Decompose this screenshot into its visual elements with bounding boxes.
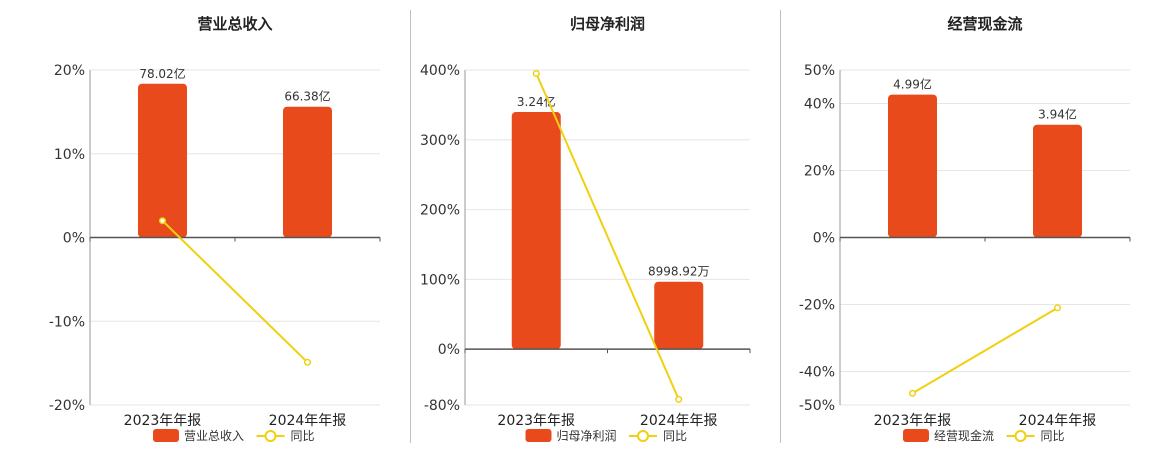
bar[interactable] bbox=[1033, 124, 1082, 238]
y-tick-label: -20% bbox=[799, 298, 835, 314]
bar-value-label: 4.99亿 bbox=[893, 77, 932, 92]
legend-label-line: 同比 bbox=[663, 429, 687, 443]
legend-swatch-bar bbox=[153, 429, 179, 442]
legend-swatch-marker bbox=[637, 430, 649, 442]
yoy-point[interactable] bbox=[1053, 304, 1062, 312]
y-tick-label: 10% bbox=[54, 147, 85, 163]
x-tick-label: 2023年年报 bbox=[874, 413, 952, 429]
bar-value-label: 3.94亿 bbox=[1038, 107, 1077, 122]
bar[interactable] bbox=[283, 106, 332, 238]
bar[interactable] bbox=[138, 83, 187, 238]
legend-label-bar: 经营现金流 bbox=[934, 428, 994, 443]
legend-swatch-marker bbox=[264, 430, 277, 442]
yoy-point[interactable] bbox=[303, 358, 312, 366]
panel-divider bbox=[410, 10, 411, 443]
y-tick-label: 0% bbox=[813, 231, 835, 247]
x-tick-label: 2023年年报 bbox=[124, 413, 202, 429]
y-tick-label: -50% bbox=[799, 398, 835, 414]
chart-title: 归母净利润 bbox=[570, 15, 645, 33]
y-tick-label: 20% bbox=[804, 164, 835, 180]
y-tick-label: 50% bbox=[804, 63, 835, 79]
chart-net-profit: 归母净利润400%300%200%100%0%-80%3.24亿2023年年报8… bbox=[420, 15, 751, 443]
legend: 归母净利润 同比 bbox=[525, 429, 687, 443]
chart-title: 营业总收入 bbox=[197, 15, 272, 33]
y-tick-label: 200% bbox=[420, 203, 460, 219]
yoy-line bbox=[161, 220, 309, 364]
panel-divider bbox=[780, 10, 781, 443]
y-tick-label: -80% bbox=[424, 398, 460, 414]
y-tick-label: 0% bbox=[438, 342, 460, 358]
y-tick-label: 40% bbox=[804, 97, 835, 113]
yoy-point[interactable] bbox=[675, 395, 683, 403]
legend-label-line: 同比 bbox=[1041, 429, 1065, 443]
bar-value-label: 8998.92万 bbox=[648, 265, 710, 279]
yoy-point[interactable] bbox=[908, 389, 917, 397]
y-tick-label: 300% bbox=[420, 133, 460, 149]
y-tick-label: 20% bbox=[54, 63, 85, 79]
legend: 营业总收入 同比 bbox=[153, 429, 315, 443]
yoy-line bbox=[911, 306, 1059, 395]
bar[interactable] bbox=[654, 281, 704, 350]
x-tick-label: 2024年年报 bbox=[640, 413, 718, 429]
chart-title: 经营现金流 bbox=[947, 15, 1022, 33]
y-tick-label: 400% bbox=[420, 63, 460, 79]
legend: 经营现金流 同比 bbox=[903, 428, 1065, 443]
y-tick-label: -40% bbox=[799, 365, 835, 381]
y-tick-label: -10% bbox=[49, 314, 85, 330]
chart-operating-cashflow: 经营现金流 50% 40% 20% 0% -20% -40% -50% 4.99亿 2023年年报… bbox=[799, 15, 1131, 443]
bar[interactable] bbox=[511, 112, 561, 350]
bar-value-label: 78.02亿 bbox=[139, 66, 185, 81]
legend-swatch-bar bbox=[525, 429, 552, 442]
bar-value-label: 66.38亿 bbox=[284, 89, 330, 104]
legend-label-bar: 营业总收入 bbox=[184, 429, 244, 443]
yoy-point[interactable] bbox=[532, 69, 540, 78]
y-tick-label: 100% bbox=[420, 272, 460, 288]
legend-label-bar: 归母净利润 bbox=[557, 429, 617, 443]
yoy-line bbox=[535, 73, 680, 400]
bar[interactable] bbox=[888, 94, 937, 238]
y-tick-label: -20% bbox=[49, 398, 85, 414]
legend-label-line: 同比 bbox=[291, 429, 315, 443]
legend-swatch-marker bbox=[1014, 430, 1027, 442]
y-tick-label: 0% bbox=[63, 231, 85, 247]
chart-revenue: 营业总收入 20% 10% 0% -10% -20% 78.02亿 2023年年报 66.38亿… bbox=[49, 15, 381, 443]
x-tick-label: 2023年年报 bbox=[497, 413, 575, 429]
legend-swatch-bar bbox=[903, 429, 929, 442]
yoy-point[interactable] bbox=[158, 217, 167, 225]
x-tick-label: 2024年年报 bbox=[269, 413, 347, 429]
x-tick-label: 2024年年报 bbox=[1019, 413, 1097, 429]
